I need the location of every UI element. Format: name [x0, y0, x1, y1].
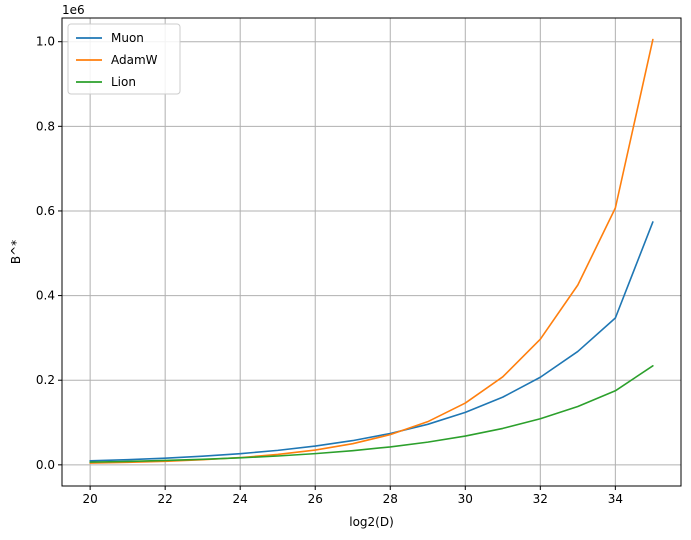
x-tick-label: 26 [308, 492, 323, 506]
y-tick-label: 0.6 [36, 204, 55, 218]
x-tick-label: 20 [82, 492, 97, 506]
legend-label-adamw: AdamW [111, 53, 158, 67]
x-tick-label: 32 [533, 492, 548, 506]
legend-label-lion: Lion [111, 75, 136, 89]
y-tick-label: 0.4 [36, 289, 55, 303]
series-line-lion [89, 365, 654, 463]
y-tick-label: 0.8 [36, 119, 55, 133]
grid [62, 18, 681, 486]
axis-ticks: 20 22 24 26 28 30 32 34 0.0 0.2 0.4 0.6 0.8 1.0 [36, 35, 623, 506]
x-tick-label: 24 [233, 492, 248, 506]
y-tick-label: 0.0 [36, 458, 55, 472]
x-tick-label: 22 [158, 492, 173, 506]
x-axis-label: log2(D) [349, 515, 394, 529]
x-tick-label: 34 [608, 492, 623, 506]
x-tick-label: 28 [383, 492, 398, 506]
legend: Muon AdamW Lion [67, 23, 181, 95]
series-lines [89, 38, 654, 464]
legend-label-muon: Muon [111, 31, 144, 45]
y-axis-offset-label: 1e6 [62, 3, 85, 17]
y-tick-label: 0.2 [36, 373, 55, 387]
x-tick-label: 30 [458, 492, 473, 506]
legend-box [67, 23, 181, 95]
y-axis-label: B^* [9, 240, 23, 264]
series-line-muon [89, 221, 654, 462]
y-tick-label: 1.0 [36, 35, 55, 49]
plot-frame [61, 17, 682, 487]
